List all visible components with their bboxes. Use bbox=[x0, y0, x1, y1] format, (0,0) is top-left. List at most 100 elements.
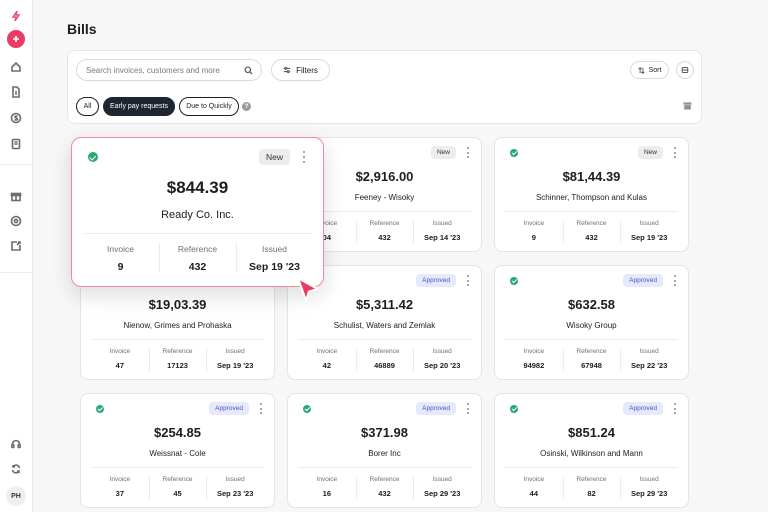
reference-column: Reference 45 bbox=[148, 472, 207, 506]
card-divider bbox=[505, 339, 678, 340]
more-icon[interactable] bbox=[673, 275, 677, 286]
invoice-label: Invoice bbox=[316, 220, 338, 227]
bill-amount: $254.85 bbox=[154, 425, 201, 440]
issued-value: Sep 19 '23 bbox=[249, 261, 300, 273]
issued-column: Issued Sep 19 '23 bbox=[206, 344, 264, 378]
home-icon[interactable] bbox=[8, 59, 24, 75]
check-icon bbox=[88, 152, 98, 162]
issued-label: Issued bbox=[432, 220, 452, 227]
issued-value: Sep 20 '23 bbox=[423, 361, 461, 370]
check-icon bbox=[96, 405, 104, 413]
bill-card[interactable]: New $81,44.39 Schinner, Thompson and Kulas… bbox=[494, 137, 689, 252]
more-icon[interactable] bbox=[673, 403, 677, 414]
more-icon[interactable] bbox=[466, 275, 470, 286]
reference-label: Reference bbox=[576, 476, 607, 483]
bill-card-focused[interactable]: New $844.39 Ready Co. Inc. Invoice 9 Referenc… bbox=[71, 137, 324, 287]
filters-button[interactable]: Filters bbox=[271, 59, 330, 81]
page-title: Bills bbox=[67, 21, 97, 37]
invoice-column: Invoice 16 bbox=[298, 472, 356, 506]
reference-column: Reference 17123 bbox=[148, 344, 207, 378]
invoice-value: 9 bbox=[531, 233, 536, 242]
bill-amount: $851.24 bbox=[568, 425, 615, 440]
archive-icon[interactable] bbox=[683, 102, 692, 110]
reference-column: Reference 46889 bbox=[355, 344, 414, 378]
sort-icon bbox=[637, 66, 645, 74]
more-icon[interactable] bbox=[466, 403, 470, 414]
dollar-icon[interactable] bbox=[8, 110, 24, 126]
bill-card[interactable]: Approved $371.98 Borer Inc Invoice 16 Referen… bbox=[287, 393, 482, 508]
chip-due-to-quickly[interactable]: Due to Quickly bbox=[179, 97, 239, 116]
export-icon[interactable] bbox=[8, 238, 24, 254]
invoice-label: Invoice bbox=[523, 476, 545, 483]
reference-column: Reference 432 bbox=[159, 238, 236, 278]
bill-details: Invoice 16 Reference 432 Issued Sep 29 '23 bbox=[298, 472, 471, 506]
sidebar-divider bbox=[0, 272, 33, 273]
reference-label: Reference bbox=[369, 220, 400, 227]
more-icon[interactable] bbox=[259, 403, 263, 414]
reference-value: 432 bbox=[378, 233, 391, 242]
bill-amount: $2,916.00 bbox=[355, 169, 414, 184]
sort-button[interactable]: Sort bbox=[630, 61, 669, 79]
status-badge: New bbox=[258, 149, 290, 165]
status-badge: Approved bbox=[623, 274, 663, 287]
chip-all[interactable]: All bbox=[76, 97, 99, 116]
invoice-value: 37 bbox=[115, 489, 124, 498]
bill-details: Invoice 44 Reference 82 Issued Sep 29 '23 bbox=[505, 472, 678, 506]
bill-details: Invoice 04 Reference 432 Issued Sep 14 '23 bbox=[298, 216, 471, 250]
status-badge: Approved bbox=[623, 402, 663, 415]
issued-label: Issued bbox=[639, 476, 659, 483]
issued-label: Issued bbox=[225, 476, 245, 483]
avatar[interactable]: PH bbox=[6, 486, 26, 506]
reference-column: Reference 67948 bbox=[562, 344, 621, 378]
issued-value: Sep 29 '23 bbox=[630, 489, 668, 498]
invoice-column: Invoice 44 bbox=[505, 472, 563, 506]
reference-label: Reference bbox=[177, 244, 218, 254]
settings-icon[interactable] bbox=[8, 213, 24, 229]
issued-label: Issued bbox=[225, 348, 245, 355]
bill-details: Invoice 42 Reference 46889 Issued Sep 20 '23 bbox=[298, 344, 471, 378]
issued-value: Sep 19 '23 bbox=[216, 361, 254, 370]
bill-card[interactable]: Approved $632.58 Wisoky Group Invoice 94982 R… bbox=[494, 265, 689, 380]
search-icon[interactable] bbox=[244, 66, 253, 75]
check-icon bbox=[510, 405, 518, 413]
status-badge: New bbox=[637, 146, 663, 159]
search-box[interactable] bbox=[76, 59, 262, 81]
issued-value: Sep 29 '23 bbox=[423, 489, 461, 498]
issued-column: Issued Sep 22 '23 bbox=[620, 344, 678, 378]
reference-column: Reference 432 bbox=[355, 472, 414, 506]
invoice-column: Invoice 94982 bbox=[505, 344, 563, 378]
refresh-icon[interactable] bbox=[8, 461, 24, 477]
invoice-value: 04 bbox=[322, 233, 331, 242]
gift-icon[interactable] bbox=[8, 188, 24, 204]
invoice-value: 94982 bbox=[523, 361, 545, 370]
reference-label: Reference bbox=[576, 348, 607, 355]
bill-details: Invoice 37 Reference 45 Issued Sep 23 '23 bbox=[91, 472, 264, 506]
bill-amount: $632.58 bbox=[568, 297, 615, 312]
search-input[interactable] bbox=[86, 63, 236, 77]
issued-column: Issued Sep 29 '23 bbox=[413, 472, 471, 506]
filter-icon bbox=[283, 66, 291, 74]
more-icon[interactable] bbox=[466, 147, 470, 158]
bill-card[interactable]: Approved $851.24 Osinski, Wilkinson and Ma… bbox=[494, 393, 689, 508]
invoice-value: 47 bbox=[115, 361, 124, 370]
bill-details: Invoice 47 Reference 17123 Issued Sep 19 '23 bbox=[91, 344, 264, 378]
invoice-value: 42 bbox=[322, 361, 331, 370]
plus-icon[interactable] bbox=[7, 30, 25, 48]
more-icon[interactable] bbox=[673, 147, 677, 158]
customer-name: Feeney - Wisoky bbox=[354, 193, 415, 202]
document-icon[interactable] bbox=[8, 84, 24, 100]
issued-column: Issued Sep 29 '23 bbox=[620, 472, 678, 506]
sidebar: PH bbox=[0, 0, 33, 512]
chip-early-pay-requests[interactable]: Early pay requests bbox=[103, 97, 175, 116]
headset-icon[interactable] bbox=[8, 436, 24, 452]
invoice-label: Invoice bbox=[316, 348, 338, 355]
ledger-icon[interactable] bbox=[8, 136, 24, 152]
bill-amount: $19,03.39 bbox=[148, 297, 207, 312]
view-toggle-button[interactable] bbox=[676, 61, 694, 79]
help-icon[interactable]: ? bbox=[242, 102, 251, 111]
more-icon[interactable] bbox=[302, 151, 306, 163]
issued-column: Issued Sep 20 '23 bbox=[413, 344, 471, 378]
card-divider bbox=[298, 467, 471, 468]
bill-card[interactable]: Approved $254.85 Weissnat - Cole Invoice 37 R… bbox=[80, 393, 275, 508]
logo-icon[interactable] bbox=[8, 8, 24, 24]
